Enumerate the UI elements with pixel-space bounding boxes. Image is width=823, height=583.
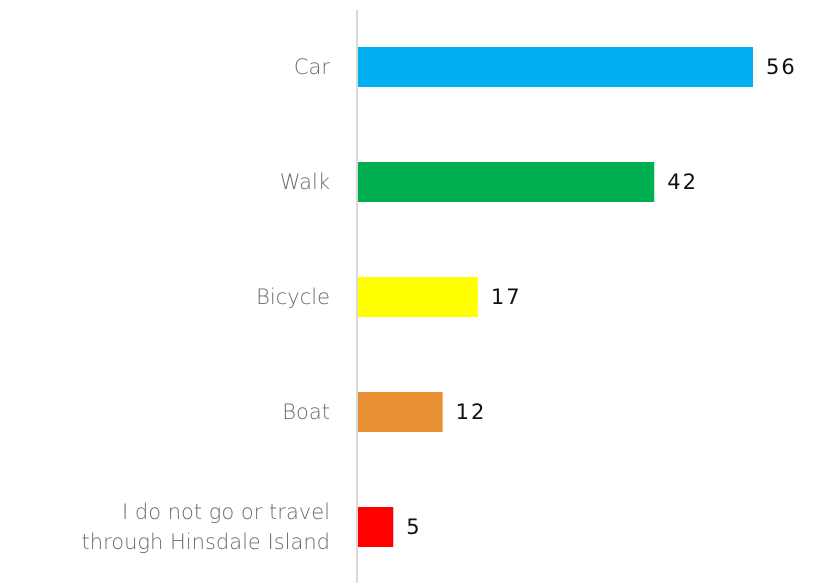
bar: [358, 47, 753, 87]
value-label: 5: [406, 515, 422, 539]
bar: [358, 392, 443, 432]
category-label: Walk: [279, 170, 330, 194]
value-label: 12: [455, 400, 487, 424]
value-label: 42: [667, 170, 698, 194]
bar: [358, 277, 478, 317]
category-label: I do not go or travel through Hinsdale I…: [81, 500, 330, 554]
value-label: 17: [490, 285, 522, 309]
bar: [358, 162, 655, 202]
category-label: Car: [293, 55, 330, 79]
value-label: 56: [766, 55, 797, 79]
category-label: Boat: [282, 400, 330, 424]
category-label: Bicycle: [256, 285, 330, 309]
bar: [358, 507, 394, 547]
